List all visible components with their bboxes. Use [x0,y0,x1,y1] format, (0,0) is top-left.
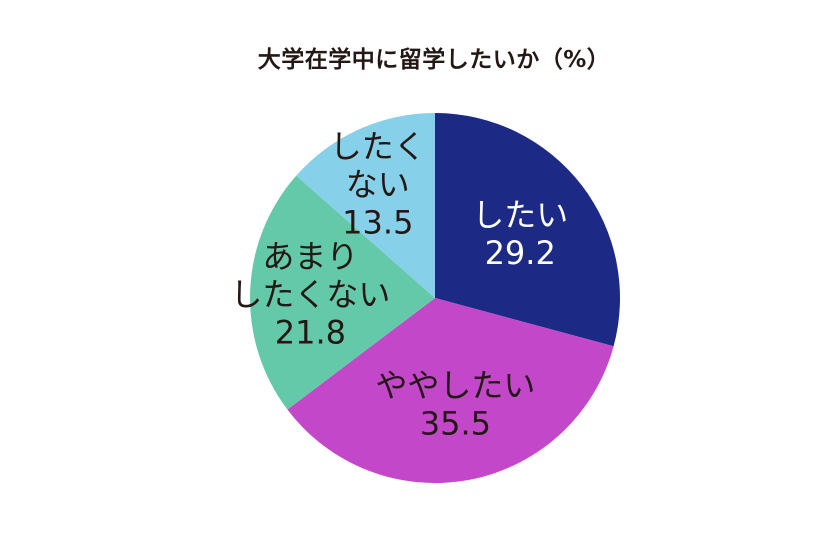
data-label-category-shitakunai: ない [346,166,410,204]
data-label-value-amari-shitakunai: 21.8 [275,314,346,352]
data-label-category-amari-shitakunai: あまり [262,238,358,276]
pie-slice-amari-shitakunai [250,175,435,410]
data-label-category-shitai: したい [472,196,568,234]
data-label-category-shitakunai: したく [330,128,426,166]
data-label-value-shitai: 29.2 [485,234,556,272]
pie-slice-yaya-shitai [287,298,614,484]
data-label-category-yaya-shitai: ややしたい [375,366,535,404]
chart-title: 大学在学中に留学したいか（%） [257,47,611,73]
data-label-category-amari-shitakunai: したくない [230,276,390,314]
pie-slice-shitai [435,113,621,347]
pie-slice-shitakunai [296,113,435,298]
data-label-value-shitakunai: 13.5 [342,204,413,242]
data-label-value-yaya-shitai: 35.5 [420,404,491,442]
